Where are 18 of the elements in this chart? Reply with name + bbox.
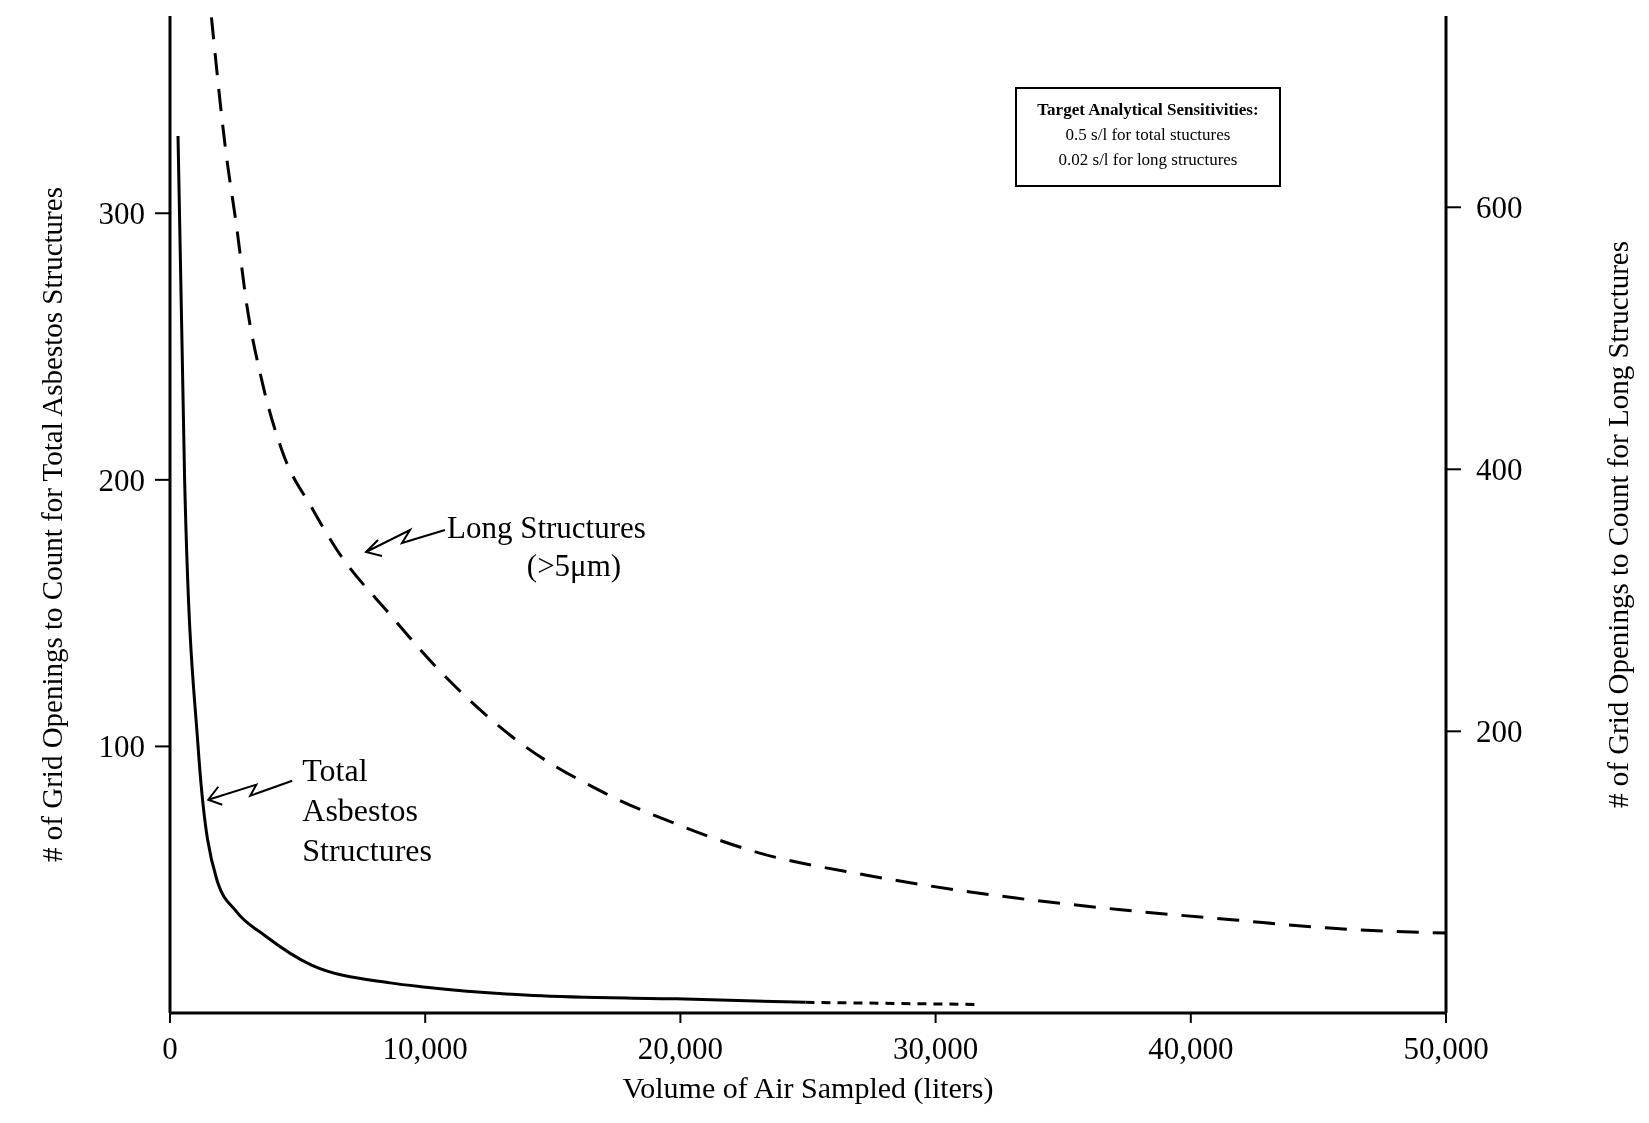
x-tick-label: 10,000 (382, 1031, 468, 1066)
y-axis-title: # of Grid Openings to Count for Total Asbestos Structures (36, 187, 68, 862)
annotation: Target Analytical Sensitivities: 0.5 s/l for total stuctures 0.02 s/l for long structures (1037, 100, 1259, 169)
y-tick-label: 100 (98, 729, 145, 765)
x-tick-label: 50,000 (1403, 1031, 1489, 1066)
x-tick-label: 30,000 (892, 1031, 979, 1066)
x-axis-title: Volume of Air Sampled (liters) (622, 1071, 994, 1105)
y-tick-label: 200 (98, 462, 145, 498)
y2-axis-title: # of Grid Openings to Count for Long Structures (1602, 240, 1634, 809)
annotation: Total Asbestos Structures (302, 751, 433, 868)
x-tick-label: 0 (162, 1031, 178, 1066)
x-tick-label: 20,000 (637, 1031, 724, 1066)
y2-tick-label: 400 (1476, 452, 1523, 488)
y2-tick-label: 600 (1476, 190, 1523, 226)
x-tick-label: 40,000 (1148, 1031, 1234, 1066)
annotation: Long Structures (>5μm) (447, 510, 646, 583)
y-tick-label: 300 (98, 196, 145, 232)
y2-tick-label: 200 (1476, 714, 1523, 750)
